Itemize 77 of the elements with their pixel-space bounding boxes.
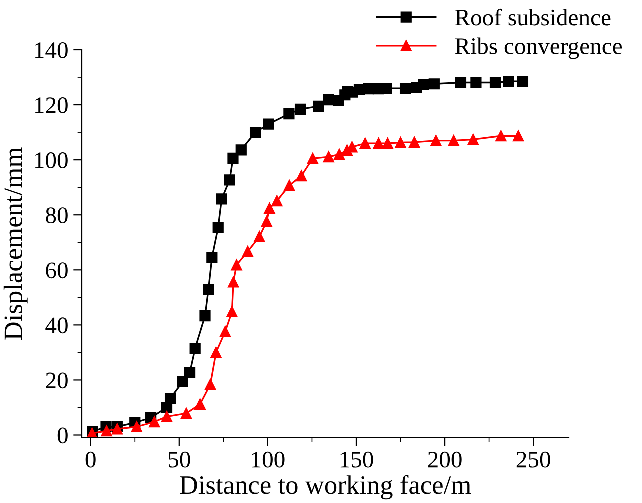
point xyxy=(212,222,224,234)
point xyxy=(131,421,142,433)
point xyxy=(161,411,173,422)
x-tick-label: 250 xyxy=(516,452,550,468)
point xyxy=(200,310,211,322)
point xyxy=(360,138,371,150)
y-tick-label: 80 xyxy=(46,208,68,224)
point xyxy=(490,77,502,88)
point xyxy=(194,398,206,410)
x-tick-label: 100 xyxy=(252,452,285,468)
point xyxy=(224,174,236,186)
point xyxy=(296,170,308,182)
point xyxy=(395,137,406,148)
point xyxy=(203,284,214,296)
point xyxy=(323,151,334,163)
point xyxy=(206,252,218,264)
point xyxy=(284,180,296,192)
point xyxy=(264,202,276,214)
point xyxy=(307,153,318,164)
point xyxy=(216,194,228,205)
point xyxy=(468,134,479,146)
point xyxy=(272,196,283,207)
point xyxy=(455,77,467,88)
point xyxy=(284,108,295,120)
x-tick-label: 150 xyxy=(340,452,374,468)
point xyxy=(294,104,306,115)
point xyxy=(261,216,272,228)
point xyxy=(517,76,529,88)
point xyxy=(428,78,440,90)
point xyxy=(242,246,254,258)
point xyxy=(496,130,507,142)
y-axis-title: Displacement/mm xyxy=(4,148,28,340)
point xyxy=(430,135,442,146)
point xyxy=(254,231,266,242)
point xyxy=(250,126,262,138)
y-tick-label: 40 xyxy=(46,318,68,334)
point xyxy=(409,136,420,148)
point xyxy=(180,408,192,420)
x-axis-title: Distance to working face/m xyxy=(180,475,472,500)
y-tick-label: 0 xyxy=(58,428,68,444)
y-tick-label: 140 xyxy=(35,42,68,58)
point xyxy=(220,326,231,338)
point xyxy=(190,343,201,354)
x-tick-label: 0 xyxy=(86,452,96,468)
point xyxy=(205,379,216,390)
point xyxy=(228,276,240,288)
point xyxy=(503,76,514,88)
point xyxy=(164,393,176,404)
point xyxy=(381,82,392,94)
x-tick-label: 50 xyxy=(168,452,190,468)
point xyxy=(231,260,242,271)
point xyxy=(512,130,524,142)
x-tick-label: 200 xyxy=(428,452,462,468)
point xyxy=(228,152,239,164)
y-tick-label: 60 xyxy=(46,262,68,279)
y-tick-label: 120 xyxy=(35,98,68,114)
point xyxy=(400,82,412,94)
point xyxy=(236,144,247,156)
point xyxy=(382,138,394,150)
point xyxy=(184,367,196,378)
y-tick-label: 20 xyxy=(46,372,68,389)
point xyxy=(112,424,123,435)
y-tick-label: 100 xyxy=(35,152,68,168)
point xyxy=(177,376,188,388)
legend-label: Ribs convergence xyxy=(455,38,622,60)
point xyxy=(448,135,460,146)
point xyxy=(470,77,482,88)
point xyxy=(373,138,384,150)
point xyxy=(210,347,222,358)
point xyxy=(313,100,324,112)
point xyxy=(149,416,160,428)
point xyxy=(418,79,430,91)
point xyxy=(101,426,112,437)
legend-label: Roof subsidence xyxy=(455,8,611,26)
point xyxy=(226,306,238,318)
point xyxy=(334,149,346,160)
point xyxy=(263,118,274,130)
